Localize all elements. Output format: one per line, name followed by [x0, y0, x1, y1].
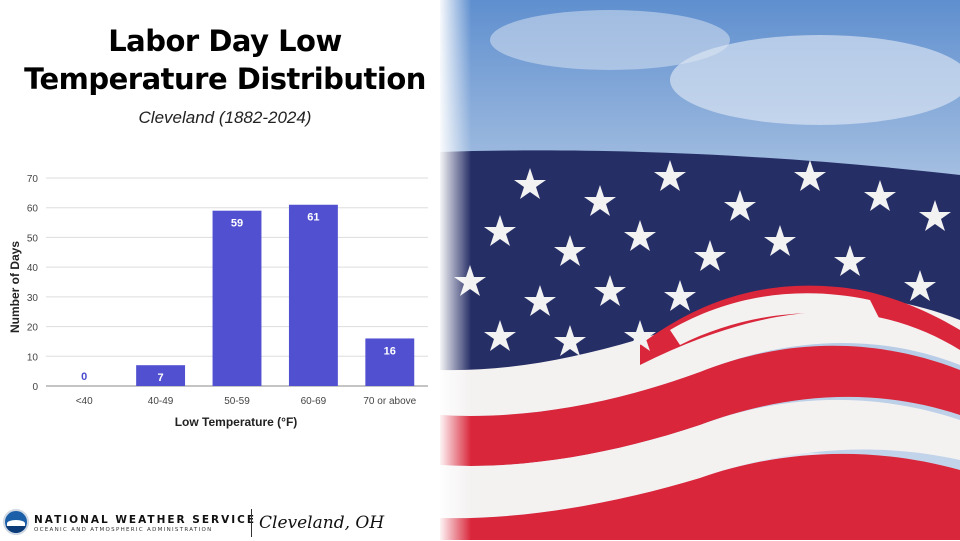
data-label: 61 — [307, 212, 319, 224]
x-tick-label: 60-69 — [301, 396, 327, 407]
american-flag-image — [440, 0, 960, 540]
bar — [288, 204, 338, 386]
ticks: 0 10 20 30 40 50 60 70 0 <40 7 40-49 59 50-59 61 60-69 1… — [27, 174, 417, 407]
office-name: Cleveland, OH — [259, 513, 385, 533]
american-flag-photo — [440, 0, 960, 540]
x-tick-label: 40-49 — [148, 396, 174, 407]
bar — [212, 210, 262, 386]
title-line-2: Temperature Distribution — [24, 62, 426, 96]
y-axis-label: Number of Days — [8, 241, 22, 333]
y-tick-label: 30 — [27, 293, 39, 304]
y-tick-label: 40 — [27, 263, 39, 274]
bar — [136, 365, 186, 386]
x-axis-label: Low Temperature (°F) — [175, 415, 298, 429]
data-label: 7 — [158, 372, 164, 384]
bars — [136, 204, 415, 386]
agency-name: NATIONAL WEATHER SERVICE — [34, 514, 257, 526]
bar — [365, 338, 415, 386]
data-label: 59 — [231, 218, 243, 230]
y-tick-label: 0 — [32, 382, 38, 393]
chart-title: Labor Day Low Temperature Distribution — [0, 22, 450, 98]
data-label: 16 — [384, 345, 396, 357]
y-tick-label: 50 — [27, 233, 39, 244]
footer: NATIONAL WEATHER SERVICE OCEANIC AND ATM… — [0, 505, 440, 541]
chart-subtitle: Cleveland (1882-2024) — [138, 108, 312, 127]
x-tick-label: 50-59 — [224, 396, 250, 407]
x-tick-label: 70 or above — [363, 396, 416, 407]
y-tick-label: 70 — [27, 174, 39, 185]
x-tick-label: <40 — [76, 396, 93, 407]
bar-chart: 0 10 20 30 40 50 60 70 0 <40 7 40-49 59 50-59 61 60-69 1… — [8, 174, 428, 429]
y-tick-label: 20 — [27, 323, 39, 334]
y-tick-label: 60 — [27, 204, 39, 215]
footer-divider — [251, 509, 252, 537]
agency-subtitle: OCEANIC AND ATMOSPHERIC ADMINISTRATION — [34, 527, 213, 533]
noaa-logo-icon — [3, 509, 29, 535]
title-line-1: Labor Day Low — [108, 24, 342, 58]
y-tick-label: 10 — [27, 352, 39, 363]
data-label: 0 — [81, 371, 87, 383]
